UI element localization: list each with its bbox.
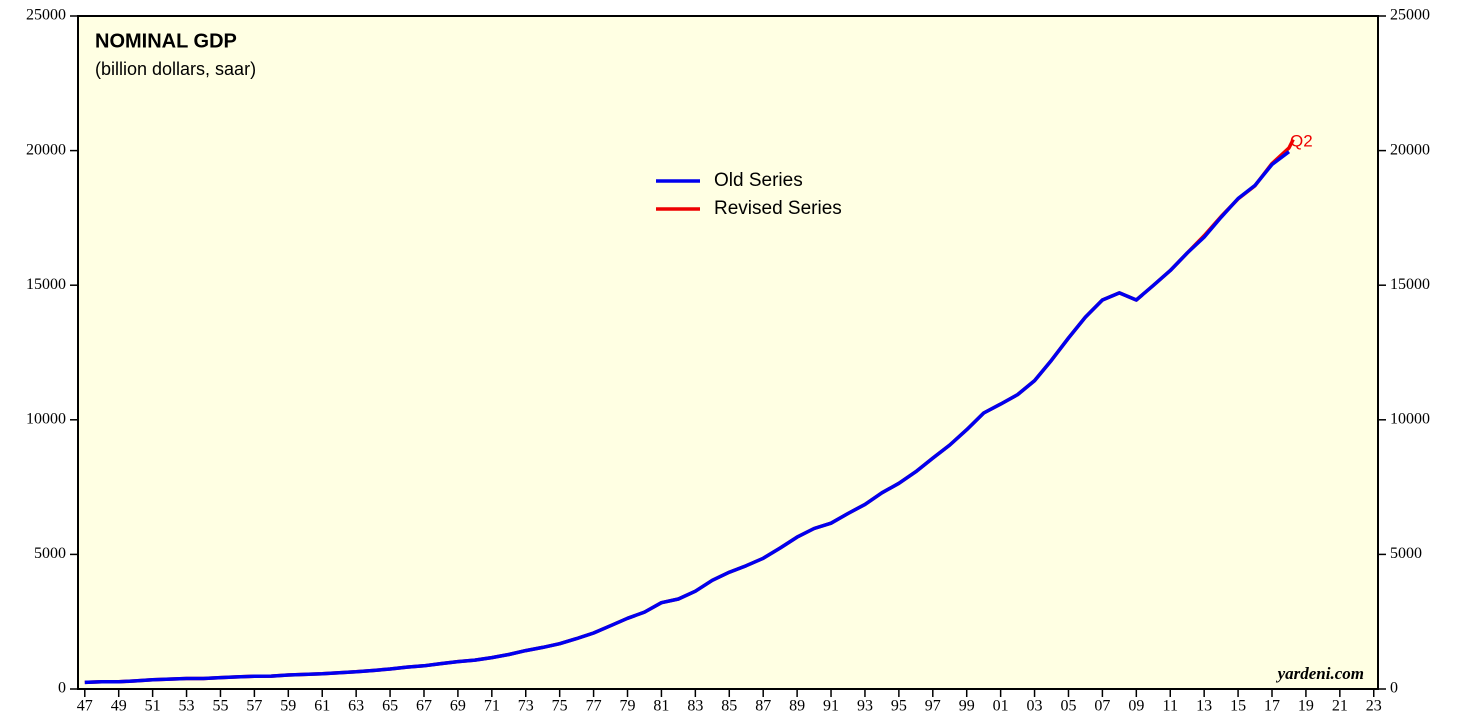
x-tick-label: 93 xyxy=(857,698,873,715)
y2-tick-label: 25000 xyxy=(1390,7,1430,24)
chart-title: NOMINAL GDP xyxy=(95,30,237,52)
x-tick-label: 49 xyxy=(111,698,127,715)
x-tick-label: 13 xyxy=(1196,698,1212,715)
x-tick-label: 07 xyxy=(1094,698,1110,715)
y-tick-label: 25000 xyxy=(26,7,66,24)
x-tick-label: 85 xyxy=(721,698,737,715)
x-tick-label: 89 xyxy=(789,698,805,715)
x-tick-label: 99 xyxy=(959,698,975,715)
x-tick-label: 75 xyxy=(552,698,568,715)
y-tick-label: 10000 xyxy=(26,410,66,427)
x-tick-label: 77 xyxy=(586,698,602,715)
x-tick-label: 55 xyxy=(212,698,228,715)
x-tick-label: 23 xyxy=(1366,698,1382,715)
x-tick-label: 19 xyxy=(1298,698,1314,715)
x-tick-label: 09 xyxy=(1128,698,1144,715)
x-tick-label: 73 xyxy=(518,698,534,715)
x-tick-label: 21 xyxy=(1332,698,1348,715)
y-tick-label: 5000 xyxy=(34,545,66,562)
x-tick-label: 53 xyxy=(179,698,195,715)
x-tick-label: 67 xyxy=(416,698,432,715)
x-tick-label: 51 xyxy=(145,698,161,715)
x-tick-label: 01 xyxy=(993,698,1009,715)
legend-label: Old Series xyxy=(714,170,803,191)
chart-subtitle: (billion dollars, saar) xyxy=(95,59,256,79)
x-tick-label: 81 xyxy=(653,698,669,715)
x-tick-label: 65 xyxy=(382,698,398,715)
x-tick-label: 03 xyxy=(1027,698,1043,715)
x-tick-label: 79 xyxy=(620,698,636,715)
x-tick-label: 61 xyxy=(314,698,330,715)
series-line xyxy=(84,150,1291,685)
x-tick-label: 47 xyxy=(77,698,93,715)
x-tick-label: 71 xyxy=(484,698,500,715)
x-tick-label: 57 xyxy=(246,698,262,715)
x-tick-label: 83 xyxy=(687,698,703,715)
y-tick-label: 0 xyxy=(58,680,66,697)
x-tick-label: 05 xyxy=(1060,698,1076,715)
y-tick-label: 15000 xyxy=(26,276,66,293)
x-tick-label: 97 xyxy=(925,698,941,715)
x-tick-label: 63 xyxy=(348,698,364,715)
y2-tick-label: 15000 xyxy=(1390,276,1430,293)
x-tick-label: 11 xyxy=(1163,698,1178,715)
x-tick-label: 15 xyxy=(1230,698,1246,715)
x-tick-label: 91 xyxy=(823,698,839,715)
y2-tick-label: 20000 xyxy=(1390,141,1430,158)
legend-label: Revised Series xyxy=(714,198,842,219)
plot-area xyxy=(77,15,1379,690)
y2-tick-label: 5000 xyxy=(1390,545,1422,562)
y2-tick-label: 10000 xyxy=(1390,410,1430,427)
x-tick-label: 69 xyxy=(450,698,466,715)
x-tick-label: 87 xyxy=(755,698,771,715)
y2-tick-label: 0 xyxy=(1390,680,1398,697)
end-label: Q2 xyxy=(1290,131,1313,150)
y-tick-label: 20000 xyxy=(26,141,66,158)
x-tick-label: 17 xyxy=(1264,698,1280,715)
x-tick-label: 95 xyxy=(891,698,907,715)
x-tick-label: 59 xyxy=(280,698,296,715)
source: yardeni.com xyxy=(1276,664,1364,683)
